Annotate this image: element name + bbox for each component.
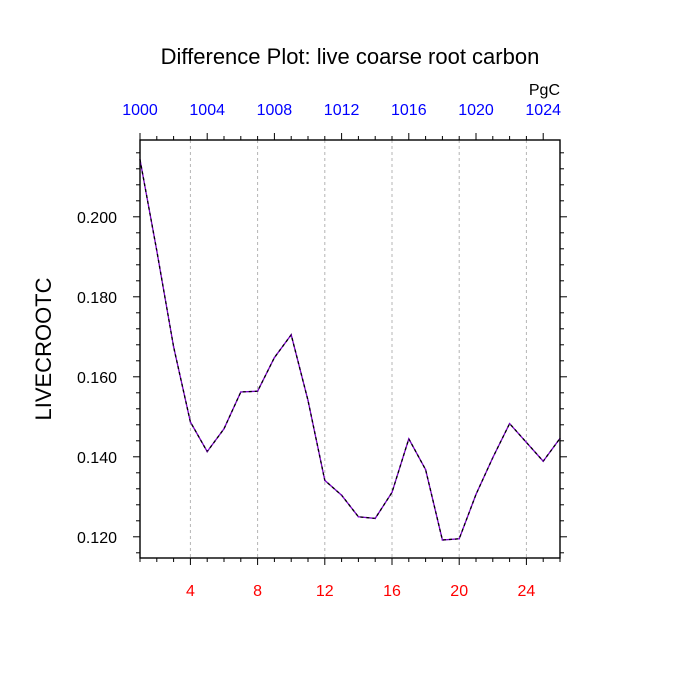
top-tick-label: 1020 — [458, 102, 494, 119]
y-tick-label: 0.120 — [77, 530, 117, 547]
data-point — [324, 479, 326, 482]
data-series-dash-overlay — [139, 159, 561, 541]
data-point — [408, 438, 410, 440]
data-point — [206, 450, 208, 453]
y-tick-label: 0.160 — [77, 370, 117, 387]
data-point — [357, 516, 360, 518]
top-tick-label: 1024 — [525, 102, 561, 119]
data-point — [508, 422, 511, 425]
data-point — [240, 391, 242, 393]
plot-frame — [139, 139, 561, 559]
data-point — [340, 494, 343, 497]
top-axis-units-label: PgC — [529, 82, 560, 99]
x-tick-label: 16 — [383, 583, 401, 600]
chart-title: Difference Plot: live coarse root carbon — [161, 44, 540, 69]
data-point — [458, 538, 461, 540]
data-point — [156, 250, 158, 252]
data-point — [525, 441, 528, 444]
x-tick-label: 4 — [186, 583, 195, 600]
grid-layer — [189, 140, 527, 558]
x-tick-label: 24 — [518, 583, 536, 600]
data-point — [189, 421, 192, 423]
data-point — [223, 428, 225, 430]
top-tick-label: 1016 — [391, 102, 427, 119]
data-point — [307, 399, 309, 402]
data-point — [290, 334, 293, 336]
data-point — [256, 390, 259, 393]
data-point — [475, 493, 477, 496]
data-point — [172, 346, 175, 348]
data-point — [542, 460, 544, 463]
y-tick-label: 0.200 — [77, 210, 117, 227]
data-point — [424, 468, 427, 471]
top-tick-label: 1012 — [324, 102, 360, 119]
y-tick-label: 0.140 — [77, 450, 117, 467]
y-axis-label: LIVECROOTC — [31, 277, 56, 420]
data-series-line — [139, 159, 561, 541]
x-tick-label: 20 — [450, 583, 468, 600]
top-tick-label: 1008 — [257, 102, 293, 119]
series-layer — [139, 158, 561, 541]
y-tick-label: 0.180 — [77, 290, 117, 307]
data-point — [273, 356, 276, 359]
data-point — [374, 517, 377, 520]
tick-labels-layer: 4 8 12 16 20 24 1000 1004 1008 1012 1016 1020 1024 0.… — [77, 102, 561, 600]
data-point — [441, 539, 444, 541]
data-point — [492, 456, 494, 459]
top-tick-label: 1000 — [122, 102, 158, 119]
top-tick-label: 1004 — [189, 102, 225, 119]
x-tick-label: 12 — [316, 583, 334, 600]
x-tick-label: 8 — [253, 583, 262, 600]
ticks-layer — [133, 133, 567, 565]
data-point — [391, 491, 393, 494]
